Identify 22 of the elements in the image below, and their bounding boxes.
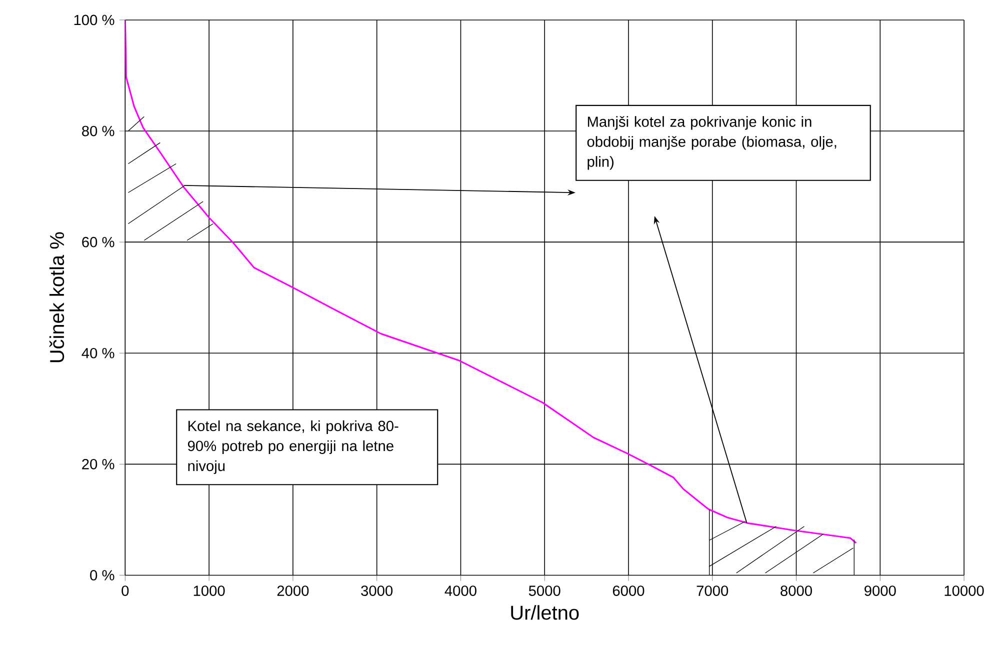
y-tick-label: 0 % [90,570,114,580]
y-tick-label: 60 % [82,236,114,248]
y-axis-title: Učinek kotla % [49,232,64,362]
x-tick-label: 5000 [528,586,560,596]
x-tick-label: 0 [122,586,129,596]
x-tick-label: 7000 [696,586,728,596]
x-tick-label: 10000 [944,586,984,596]
y-tick-label: 80 % [82,126,114,136]
x-tick-label: 1000 [194,586,225,596]
x-tick-label: 6000 [612,586,644,596]
annotation: Kotel na sekance, ki pokriva 80-90% potreb po energiji na letne nivoju [188,420,398,474]
x-tick-label: 9000 [864,586,896,596]
y-tick-label: 100 % [74,14,114,26]
annotation: Manjši kotel za pokrivanje konic in obdobij manjše porabe (biomasa, olje, plin) [587,116,836,170]
line-series [125,20,857,544]
y-tick-label: 20 % [82,458,114,470]
x-axis-title: Ur/letno [511,605,579,620]
x-tick-label: 8000 [780,586,812,596]
x-tick-label: 2000 [277,586,309,596]
x-tick-label: 3000 [361,586,393,596]
y-tick-label: 40 % [82,348,114,358]
x-tick-label: 4000 [444,586,476,596]
